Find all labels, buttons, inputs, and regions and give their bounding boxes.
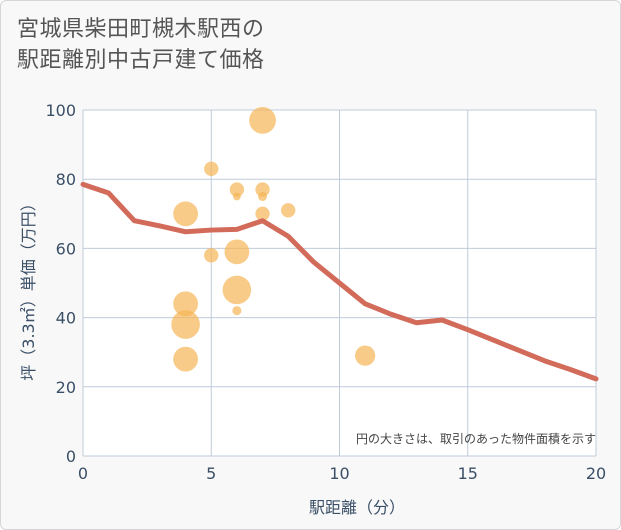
chart-title-line-1: 宮城県柴田町槻木駅西の [17,17,265,42]
bubble-point [224,239,250,265]
y-tick-label: 40 [56,309,76,328]
y-tick-label: 60 [56,239,76,258]
bubble-point [249,106,276,134]
bubble-series [171,106,376,372]
y-tick-label: 100 [45,101,76,120]
x-tick-label: 0 [78,464,88,483]
tick-labels: 0 5 10 15 20 0 20 40 60 80 100 [45,101,606,483]
bubble-point [232,192,241,201]
y-tick-label: 0 [66,447,76,466]
bubble-point [173,346,198,372]
chart-title-line-2: 駅距離別中古戸建て価格 [17,48,265,73]
bubble-point [232,306,242,316]
bubble-point [258,191,268,202]
bubble-point [204,248,219,263]
trend-line-series [80,181,599,382]
y-tick-label: 20 [56,378,76,397]
bubble-point [173,291,198,317]
trend-line [80,181,599,382]
bubble-point [255,206,270,221]
bubble-point [171,310,200,339]
x-axis-label: 駅距離（分） [309,498,405,517]
y-tick-label: 80 [56,170,76,189]
bubble-point [355,345,376,366]
bubble-point [204,161,219,176]
grid-lines [82,109,597,457]
x-tick-label: 5 [206,464,216,483]
x-tick-label: 15 [458,464,478,483]
bubble-point [229,182,245,197]
bubble-point [222,275,252,305]
bubble-point [255,182,270,197]
chart-title: 宮城県柴田町槻木駅西の 駅距離別中古戸建て価格 [17,14,265,76]
size-annotation: 円の大きさは、取引のあった物件面積を示す [356,431,596,446]
bubble-point [173,201,198,227]
x-tick-label: 20 [586,464,606,483]
x-tick-label: 10 [329,464,349,483]
y-axis-label: 坪（3.3㎡）単価（万円） [19,195,38,380]
bubble-point [281,203,296,218]
